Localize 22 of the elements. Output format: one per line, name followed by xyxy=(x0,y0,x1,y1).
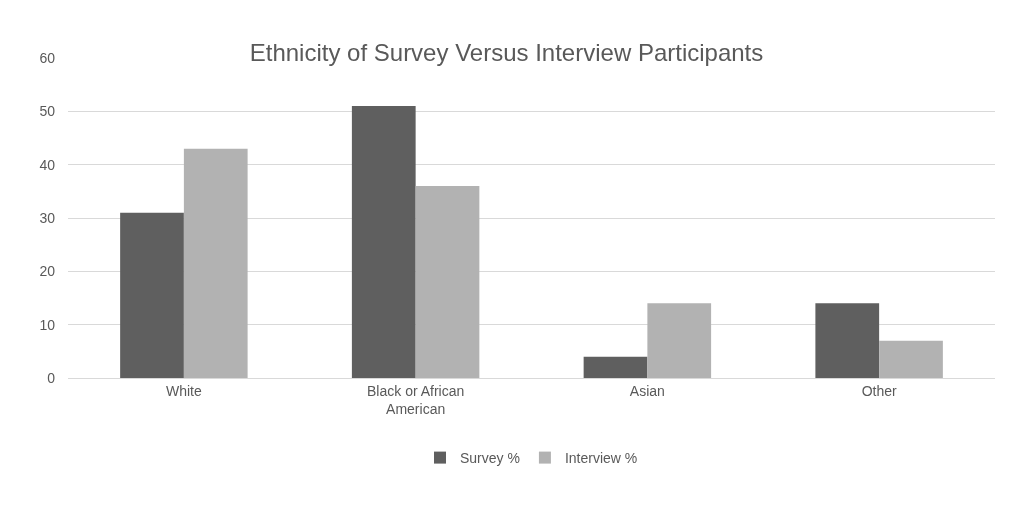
bar xyxy=(351,106,416,378)
y-tick-label: 20 xyxy=(39,263,56,280)
bar xyxy=(583,356,648,378)
y-tick-label: 10 xyxy=(39,316,56,333)
y-tick-label: 0 xyxy=(47,369,56,386)
bar xyxy=(879,340,943,378)
y-tick-label: 60 xyxy=(39,49,56,66)
bar xyxy=(415,186,480,378)
bar xyxy=(815,303,880,378)
bar xyxy=(647,303,712,378)
y-tick-label: 30 xyxy=(39,209,56,226)
y-tick-label: 40 xyxy=(39,156,56,173)
y-tick-label: 50 xyxy=(39,103,56,120)
legend-label: Survey % xyxy=(460,450,520,467)
x-tick-label: Asian xyxy=(629,382,665,399)
x-tick-label: White xyxy=(165,382,202,399)
bar xyxy=(120,212,184,378)
x-tick-label: Black or African American xyxy=(367,382,465,417)
legend-label: Interview % xyxy=(564,450,638,467)
x-tick-label: Other xyxy=(861,382,897,399)
bar xyxy=(183,148,248,378)
chart-title: Ethnicity of Survey Versus Interview Participants xyxy=(249,38,764,66)
